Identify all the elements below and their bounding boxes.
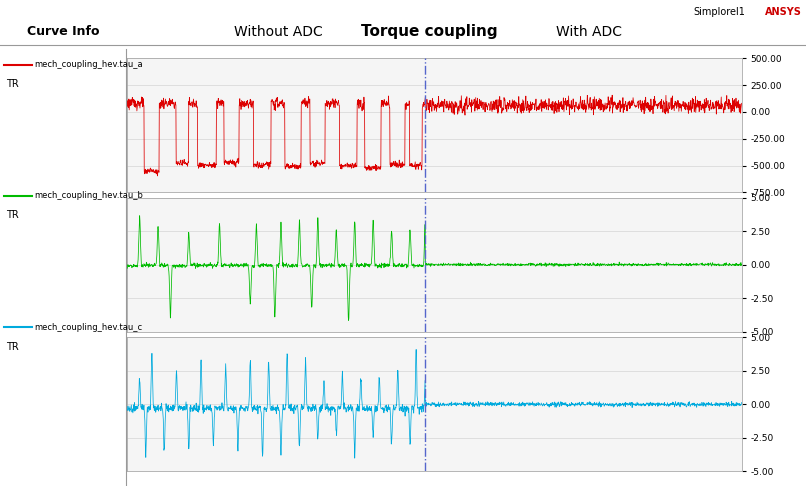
Text: Simplorel1: Simplorel1 <box>694 7 746 17</box>
Text: TR: TR <box>6 79 19 89</box>
Text: mech_coupling_hev.tau_c: mech_coupling_hev.tau_c <box>34 323 142 331</box>
Text: TR: TR <box>6 342 19 351</box>
Text: With ADC: With ADC <box>556 25 622 38</box>
Text: Curve Info: Curve Info <box>27 25 100 38</box>
Text: TR: TR <box>6 210 19 220</box>
Text: Without ADC: Without ADC <box>234 25 322 38</box>
Text: Torque coupling: Torque coupling <box>361 24 497 39</box>
Text: mech_coupling_hev.tau_a: mech_coupling_hev.tau_a <box>34 60 143 69</box>
Text: mech_coupling_hev.tau_b: mech_coupling_hev.tau_b <box>34 191 143 200</box>
Text: ANSYS: ANSYS <box>765 7 802 17</box>
